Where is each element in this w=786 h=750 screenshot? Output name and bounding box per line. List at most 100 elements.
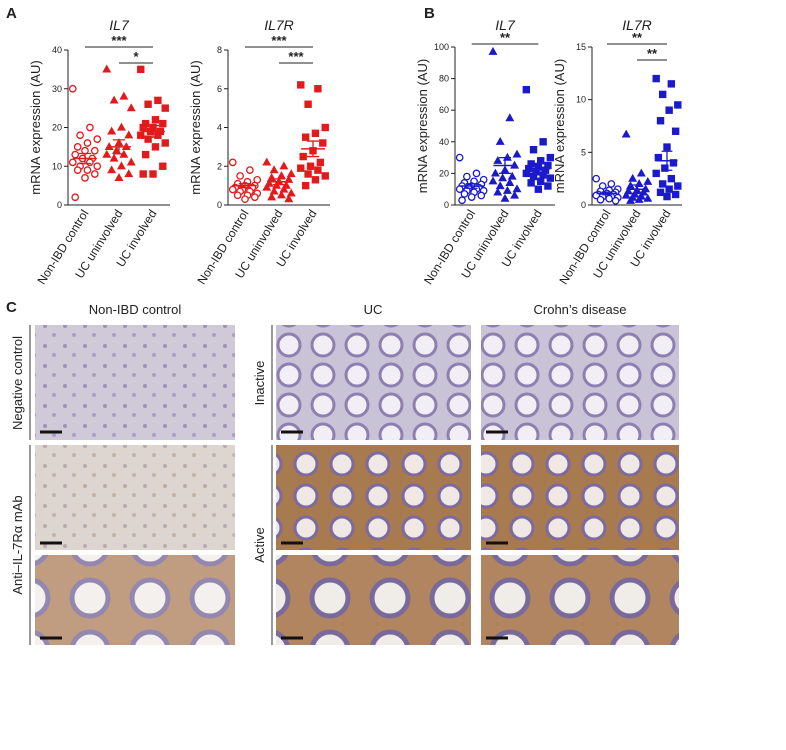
micrograph [276,555,471,645]
point [126,103,136,112]
point [505,178,515,186]
point [250,193,259,202]
point [276,190,286,199]
point [495,136,505,145]
point [658,90,667,99]
y-tick-label: 30 [52,84,62,94]
point [652,169,660,178]
y-axis-label: mRNA expression (AU) [28,60,43,194]
point [544,182,552,190]
point [669,159,678,167]
point [500,193,510,202]
panel-letter: A [6,5,17,22]
point [605,194,614,203]
column-label: UC [364,302,383,317]
point [643,193,653,202]
y-tick-label: 100 [434,42,449,52]
point [493,155,503,164]
error-bar [238,183,252,189]
y-axis-label: mRNA expression (AU) [552,59,567,193]
point [159,162,167,170]
point [671,127,680,135]
point [512,184,522,193]
point [107,165,117,174]
point [269,165,279,174]
y-tick-label: 40 [52,45,62,55]
point [279,161,289,170]
point [284,194,294,203]
point [71,193,80,202]
point [626,195,635,204]
point [663,192,671,201]
point [297,81,305,89]
point [102,149,112,158]
point [301,181,310,190]
point [502,185,512,194]
point [674,182,682,190]
point [262,182,272,191]
significance-label: * [133,49,139,64]
point [665,106,673,114]
error-bar [661,150,673,171]
chart-title: IL7R [264,17,294,33]
row-label: Active [252,527,267,562]
y-tick-label: 8 [217,45,222,55]
point [512,149,522,158]
point [126,157,136,166]
point [68,158,77,167]
point [116,122,126,131]
significance-label: ** [647,46,658,61]
point [658,180,667,188]
point [279,184,289,193]
point [139,123,147,132]
point [654,153,663,162]
y-axis-label: mRNA expression (AU) [415,59,430,193]
point [109,95,119,104]
point [267,192,277,201]
point [319,139,327,147]
significance-label: *** [288,49,304,64]
point [546,153,555,162]
micrograph [481,555,679,645]
point [656,117,665,125]
point [154,96,162,105]
point [529,146,538,154]
point [488,176,498,185]
point [141,150,150,159]
y-axis-label: mRNA expression (AU) [188,60,203,194]
point [316,158,325,167]
point [546,174,555,182]
error-bar [499,156,511,175]
panel-letter: B [424,5,435,22]
micrograph [481,325,679,440]
y-tick-label: 10 [52,161,62,171]
point [467,193,476,201]
point [507,171,517,180]
point [311,176,320,184]
point [137,65,145,74]
point [661,164,669,172]
point [228,185,237,194]
micrograph [35,445,235,550]
point [643,177,653,185]
row-label: Negative control [10,336,25,430]
point [236,172,244,180]
point [510,190,520,199]
point [114,173,124,181]
point [539,138,547,146]
point [311,129,320,138]
point [505,113,515,122]
point [539,171,547,179]
error-bar [465,183,478,189]
point [611,196,620,205]
point [665,185,673,193]
point [490,168,500,177]
point [71,150,80,159]
point [621,190,631,199]
point [246,166,254,174]
histology: C Non-IBD control UC Crohn’s disease Neg… [6,299,679,645]
point [124,130,134,139]
point [297,164,305,172]
point [124,169,134,178]
point [119,91,129,100]
